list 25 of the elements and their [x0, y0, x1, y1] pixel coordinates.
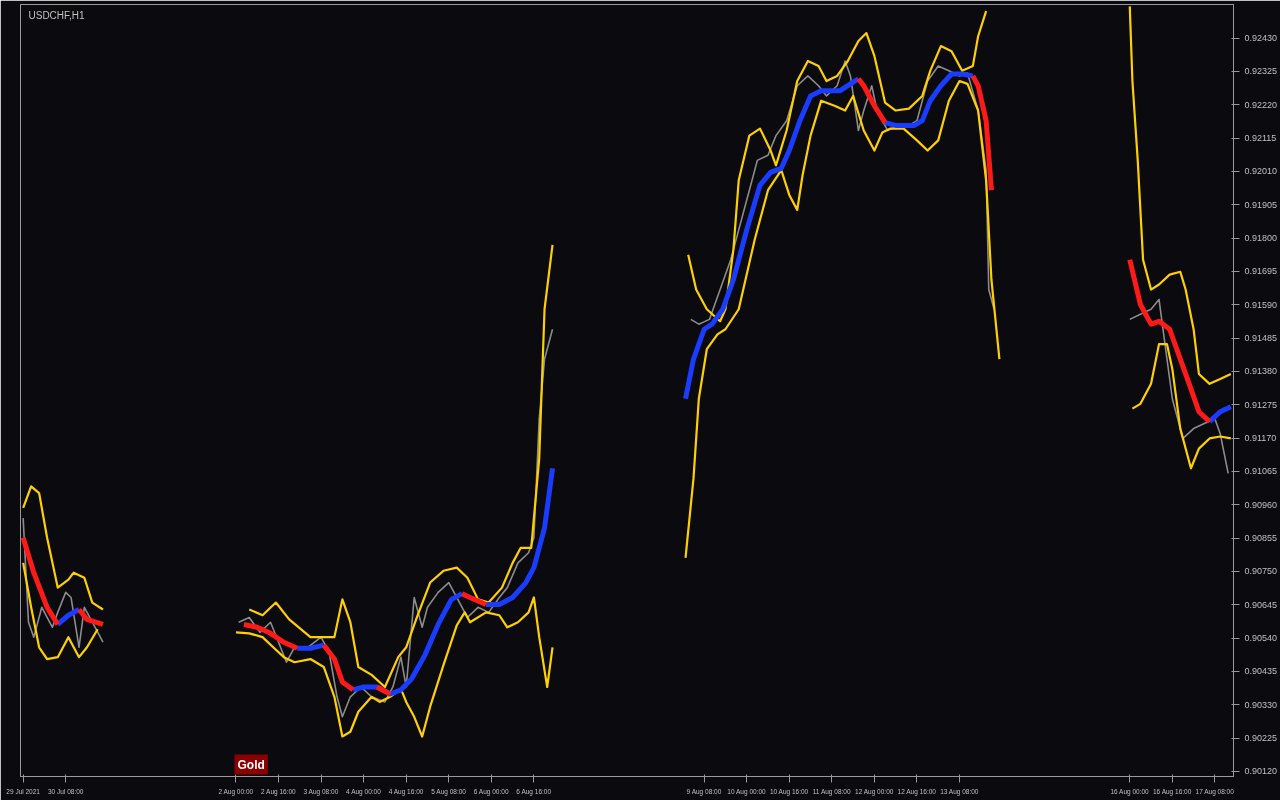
- y-tick-label: 0.90960: [1244, 499, 1278, 510]
- y-tick-label: 0.90120: [1244, 766, 1278, 777]
- y-tick-label: 0.90330: [1244, 699, 1278, 710]
- y-tick-label: 0.92010: [1244, 166, 1278, 177]
- y-tick-label: 0.91380: [1244, 366, 1278, 377]
- y-tick-label: 0.92115: [1244, 133, 1277, 144]
- y-tick-label: 0.90855: [1244, 533, 1278, 544]
- y-tick-label: 0.91275: [1244, 399, 1278, 410]
- y-tick-label: 0.90645: [1244, 599, 1278, 610]
- y-tick-label: 0.92220: [1244, 99, 1278, 110]
- y-tick-label: 0.92430: [1244, 33, 1278, 44]
- y-tick-label: 0.91485: [1244, 333, 1278, 344]
- text: USDCHF,H1: [28, 9, 86, 21]
- y-tick-label: 0.91065: [1244, 466, 1278, 477]
- y-tick-label: 0.92325: [1244, 66, 1278, 77]
- annotation: Gold: [237, 757, 265, 772]
- y-tick-label: 0.90225: [1244, 733, 1278, 744]
- y-tick-label: 0.91800: [1244, 233, 1278, 244]
- y-tick-label: 0.91170: [1244, 433, 1277, 444]
- y-tick-label: 0.90435: [1244, 666, 1278, 677]
- y-tick-label: 0.91590: [1244, 299, 1278, 310]
- y-tick-label: 0.90540: [1244, 633, 1278, 644]
- y-tick-label: 0.91695: [1244, 266, 1278, 277]
- y-tick-label: 0.90750: [1244, 566, 1278, 577]
- y-tick-label: 0.91905: [1244, 199, 1278, 210]
